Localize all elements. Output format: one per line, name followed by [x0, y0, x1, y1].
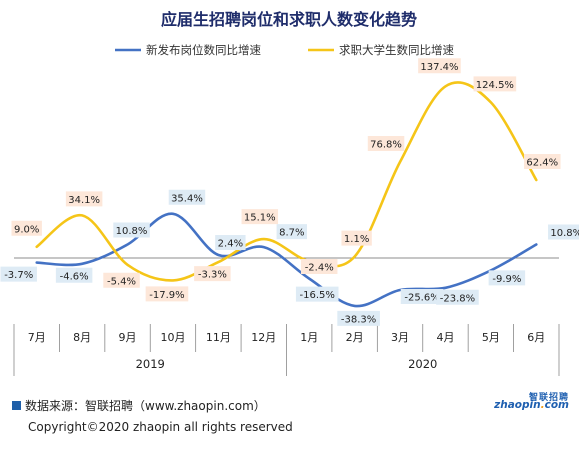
data-label: -4.6%: [55, 267, 93, 283]
svg-text:124.5%: 124.5%: [476, 80, 514, 91]
svg-text:1.1%: 1.1%: [344, 234, 369, 245]
legend: 新发布岗位数同比增速 求职大学生数同比增速: [115, 43, 454, 57]
data-labels: -3.7% -4.6% 10.8% 35.4% 2.4% 8.7% -16.5% -38.3%…: [0, 58, 579, 326]
data-label: 35.4%: [168, 189, 206, 205]
series-line-1: [35, 212, 538, 308]
data-source-text: 数据来源：智联招聘（www.zhaopin.com）: [25, 399, 266, 413]
data-label: -3.3%: [194, 266, 231, 282]
data-source-note: 数据来源：智联招聘（www.zhaopin.com）: [12, 397, 266, 414]
copyright-text: Copyright©2020 zhaopin all rights reserv…: [28, 420, 293, 434]
chart-title: 应届生招聘岗位和求职人数变化趋势: [161, 10, 417, 29]
data-label: 15.1%: [241, 209, 279, 225]
x-tick-label: 1月: [300, 331, 318, 344]
x-axis: 7月 8月 9月 10月 11月 12月 1月 2月 3月 4月 5月 6月 2019 2020: [13, 257, 560, 376]
svg-text:-2.4%: -2.4%: [305, 263, 334, 274]
data-label: -9.9%: [488, 270, 526, 286]
data-label: 10.8%: [548, 224, 579, 240]
svg-text:-38.3%: -38.3%: [341, 314, 376, 325]
svg-text:-16.5%: -16.5%: [300, 290, 335, 301]
series-line-2: [35, 81, 538, 282]
svg-text:-9.9%: -9.9%: [492, 274, 521, 285]
data-label: -25.6%: [400, 289, 444, 304]
data-label: 2.4%: [215, 235, 246, 250]
logo-en-text: zhaopin.com: [494, 399, 569, 411]
x-tick-label: 8月: [73, 331, 91, 344]
x-tick-label: 9月: [119, 331, 137, 344]
data-label: -2.4%: [300, 259, 338, 274]
svg-text:9.0%: 9.0%: [14, 224, 39, 235]
x-tick-label: 12月: [251, 331, 276, 344]
data-label: 124.5%: [473, 76, 517, 92]
data-label: -38.3%: [337, 310, 380, 326]
x-tick-label: 4月: [436, 331, 454, 344]
data-label: 9.0%: [11, 220, 42, 236]
data-label: 10.8%: [113, 222, 150, 238]
svg-text:10.8%: 10.8%: [550, 228, 579, 239]
data-label: 76.8%: [367, 136, 405, 151]
legend-entry: 新发布岗位数同比增速: [146, 43, 261, 57]
svg-text:-3.3%: -3.3%: [198, 270, 227, 281]
line-chart: 应届生招聘岗位和求职人数变化趋势 新发布岗位数同比增速 求职大学生数同比增速 7月…: [0, 10, 579, 376]
svg-text:-23.8%: -23.8%: [440, 293, 475, 304]
svg-text:-5.4%: -5.4%: [107, 276, 136, 287]
x-tick-label: 10月: [160, 331, 185, 344]
svg-text:-25.6%: -25.6%: [404, 293, 439, 304]
zhaopin-logo: 智联招聘 zhaopin.com: [493, 390, 571, 414]
logo-cn-text: 智联招聘: [528, 393, 569, 403]
bullet-square-icon: [12, 401, 21, 410]
x-tick-label: 6月: [527, 331, 545, 344]
legend-entry: 求职大学生数同比增速: [339, 43, 454, 57]
x-tick-label: 3月: [391, 331, 409, 344]
x-tick-label: 11月: [206, 331, 231, 344]
svg-text:-17.9%: -17.9%: [149, 290, 184, 301]
svg-text:2.4%: 2.4%: [218, 239, 243, 250]
x-tick-label: 5月: [482, 331, 500, 344]
data-label: 62.4%: [524, 154, 561, 169]
data-label: 8.7%: [276, 224, 307, 240]
svg-text:-4.6%: -4.6%: [60, 271, 89, 282]
svg-text:8.7%: 8.7%: [279, 228, 304, 239]
year-label: 2019: [136, 357, 165, 371]
svg-text:35.4%: 35.4%: [171, 193, 203, 204]
data-label: 137.4%: [418, 58, 461, 74]
x-tick-label: 2月: [346, 331, 364, 344]
data-label: -5.4%: [103, 272, 140, 288]
data-label: -23.8%: [436, 289, 479, 305]
x-tick-label: 7月: [28, 331, 46, 344]
svg-text:-3.7%: -3.7%: [4, 270, 33, 281]
year-label: 2020: [408, 357, 437, 371]
svg-text:34.1%: 34.1%: [68, 195, 100, 206]
svg-text:76.8%: 76.8%: [370, 140, 402, 151]
data-label: -17.9%: [145, 286, 189, 302]
data-label: -16.5%: [295, 286, 339, 302]
series-lines: [35, 81, 538, 308]
svg-text:15.1%: 15.1%: [244, 213, 276, 224]
data-label: -3.7%: [0, 266, 37, 282]
svg-text:137.4%: 137.4%: [420, 62, 458, 73]
data-label: 1.1%: [341, 230, 372, 246]
svg-text:10.8%: 10.8%: [116, 226, 148, 237]
svg-text:62.4%: 62.4%: [526, 158, 558, 169]
data-label: 34.1%: [65, 191, 103, 207]
